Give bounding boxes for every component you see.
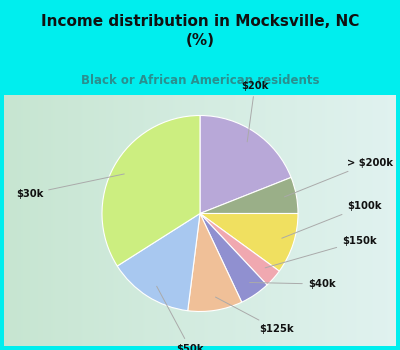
Text: City-Data.com: City-Data.com bbox=[243, 111, 317, 120]
Text: $150k: $150k bbox=[265, 236, 377, 268]
Wedge shape bbox=[200, 214, 279, 285]
Wedge shape bbox=[200, 214, 267, 302]
Text: $100k: $100k bbox=[282, 201, 382, 238]
Text: $20k: $20k bbox=[241, 81, 268, 142]
Text: $40k: $40k bbox=[250, 279, 336, 289]
Wedge shape bbox=[102, 116, 200, 266]
Text: > $200k: > $200k bbox=[284, 158, 393, 197]
Text: Black or African American residents: Black or African American residents bbox=[81, 74, 319, 86]
Wedge shape bbox=[200, 214, 298, 271]
Text: $50k: $50k bbox=[157, 286, 204, 350]
Wedge shape bbox=[117, 214, 200, 311]
Text: $30k: $30k bbox=[16, 174, 124, 199]
Text: Income distribution in Mocksville, NC
(%): Income distribution in Mocksville, NC (%… bbox=[41, 14, 359, 48]
Wedge shape bbox=[200, 177, 298, 213]
Wedge shape bbox=[188, 214, 242, 312]
Wedge shape bbox=[200, 116, 291, 214]
Text: ⓘ: ⓘ bbox=[229, 111, 235, 120]
Text: $125k: $125k bbox=[216, 297, 294, 334]
